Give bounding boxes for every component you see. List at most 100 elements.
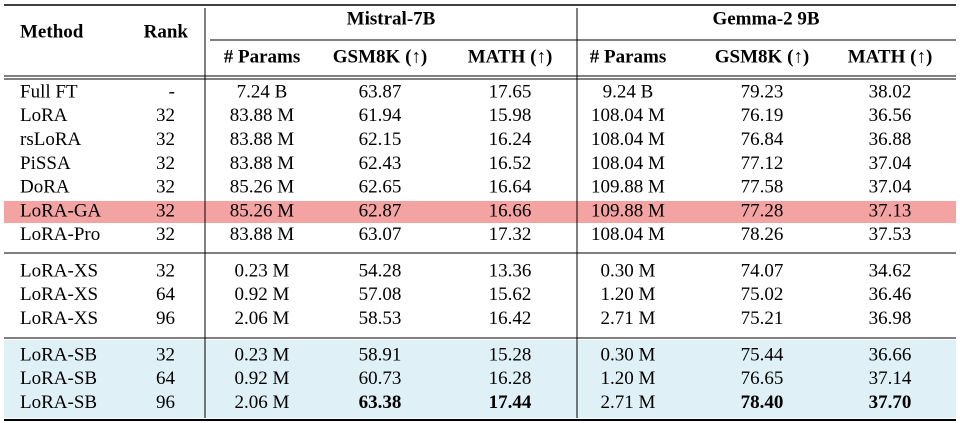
column-header: MATH (↑) xyxy=(848,46,933,67)
cell: LoRA-SB xyxy=(20,344,97,365)
group-header: Mistral-7B xyxy=(347,8,436,29)
cell: 37.04 xyxy=(869,177,912,198)
cell: 32 xyxy=(156,344,175,365)
cell: 96 xyxy=(156,308,175,329)
cell: 2.06 M xyxy=(235,308,290,329)
cell: DoRA xyxy=(20,177,70,198)
cell: 109.88 M xyxy=(591,200,665,221)
cell: LoRA-Pro xyxy=(20,224,100,245)
cell: 0.23 M xyxy=(235,260,290,281)
cell: 58.53 xyxy=(359,308,402,329)
cell: 34.62 xyxy=(869,260,912,281)
cell: 63.87 xyxy=(359,81,402,102)
cell: 2.71 M xyxy=(601,392,656,413)
cell: 61.94 xyxy=(359,105,402,126)
cell: 0.30 M xyxy=(601,344,656,365)
cell: 2.06 M xyxy=(235,392,290,413)
cell: LoRA xyxy=(20,105,68,126)
cell: 17.44 xyxy=(489,392,532,413)
cell: 54.28 xyxy=(359,260,402,281)
cell: 37.13 xyxy=(869,200,912,221)
cell: 0.92 M xyxy=(235,284,290,305)
header: Rank xyxy=(144,21,189,42)
cell: 1.20 M xyxy=(601,284,656,305)
cell: 78.26 xyxy=(741,224,784,245)
cell: 32 xyxy=(156,105,175,126)
cell: LoRA-XS xyxy=(20,308,98,329)
cell: 17.32 xyxy=(489,224,532,245)
cell: 75.02 xyxy=(741,284,784,305)
cell: 76.19 xyxy=(741,105,784,126)
cell: 0.92 M xyxy=(235,368,290,389)
cell: 74.07 xyxy=(741,260,784,281)
column-header: GSM8K (↑) xyxy=(715,46,809,67)
cell: 9.24 B xyxy=(603,81,654,102)
cell: 32 xyxy=(156,260,175,281)
cell: 37.70 xyxy=(869,392,912,413)
cell: 16.24 xyxy=(489,129,532,150)
highlight-block xyxy=(4,340,956,418)
cell: 37.04 xyxy=(869,153,912,174)
cell: 15.62 xyxy=(489,284,532,305)
cell: 62.15 xyxy=(359,129,402,150)
cell: 37.14 xyxy=(869,368,912,389)
cell: 36.46 xyxy=(869,284,912,305)
cell: Full FT xyxy=(20,81,78,102)
column-header: # Params xyxy=(224,46,301,67)
cell: 75.21 xyxy=(741,308,784,329)
cell: 0.30 M xyxy=(601,260,656,281)
group-header: Gemma-2 9B xyxy=(712,8,819,29)
highlight-row xyxy=(4,201,956,223)
cell: 32 xyxy=(156,200,175,221)
column-header: MATH (↑) xyxy=(468,46,553,67)
cell: LoRA-SB xyxy=(20,392,97,413)
cell: 109.88 M xyxy=(591,177,665,198)
cell: 32 xyxy=(156,153,175,174)
cell: 58.91 xyxy=(359,344,402,365)
cell: 83.88 M xyxy=(230,153,295,174)
cell: 16.52 xyxy=(489,153,532,174)
cell: rsLoRA xyxy=(20,129,82,150)
cell: 62.87 xyxy=(359,200,402,221)
cell: 0.23 M xyxy=(235,344,290,365)
cell: 15.28 xyxy=(489,344,532,365)
column-header: GSM8K (↑) xyxy=(333,46,427,67)
cell: 36.88 xyxy=(869,129,912,150)
cell: 62.43 xyxy=(359,153,402,174)
cell: 16.64 xyxy=(489,177,532,198)
cell: 36.66 xyxy=(869,344,912,365)
cell: 37.53 xyxy=(869,224,912,245)
cell: 32 xyxy=(156,177,175,198)
header: Method xyxy=(20,21,84,42)
cell: 83.88 M xyxy=(230,224,295,245)
cell: LoRA-SB xyxy=(20,368,97,389)
cell: 16.66 xyxy=(489,200,532,221)
cell: 83.88 M xyxy=(230,129,295,150)
cell: 77.58 xyxy=(741,177,784,198)
cell: 85.26 M xyxy=(230,177,295,198)
cell: 38.02 xyxy=(869,81,912,102)
cell: 85.26 M xyxy=(230,200,295,221)
cell: 57.08 xyxy=(359,284,402,305)
cell: 36.56 xyxy=(869,105,912,126)
cell: 2.71 M xyxy=(601,308,656,329)
cell: LoRA-GA xyxy=(20,200,102,221)
cell: 60.73 xyxy=(359,368,402,389)
cell: 79.23 xyxy=(741,81,784,102)
cell: 96 xyxy=(156,392,175,413)
cell: 36.98 xyxy=(869,308,912,329)
cell: 16.28 xyxy=(489,368,532,389)
cell: 17.65 xyxy=(489,81,532,102)
cell: 108.04 M xyxy=(591,153,665,174)
cell: 108.04 M xyxy=(591,105,665,126)
cell: 7.24 B xyxy=(237,81,288,102)
cell: 64 xyxy=(156,284,176,305)
cell: 32 xyxy=(156,224,175,245)
cell: 63.38 xyxy=(359,392,402,413)
cell: 76.84 xyxy=(741,129,784,150)
cell: LoRA-XS xyxy=(20,284,98,305)
cell: 32 xyxy=(156,129,175,150)
cell: 64 xyxy=(156,368,176,389)
cell: 62.65 xyxy=(359,177,402,198)
